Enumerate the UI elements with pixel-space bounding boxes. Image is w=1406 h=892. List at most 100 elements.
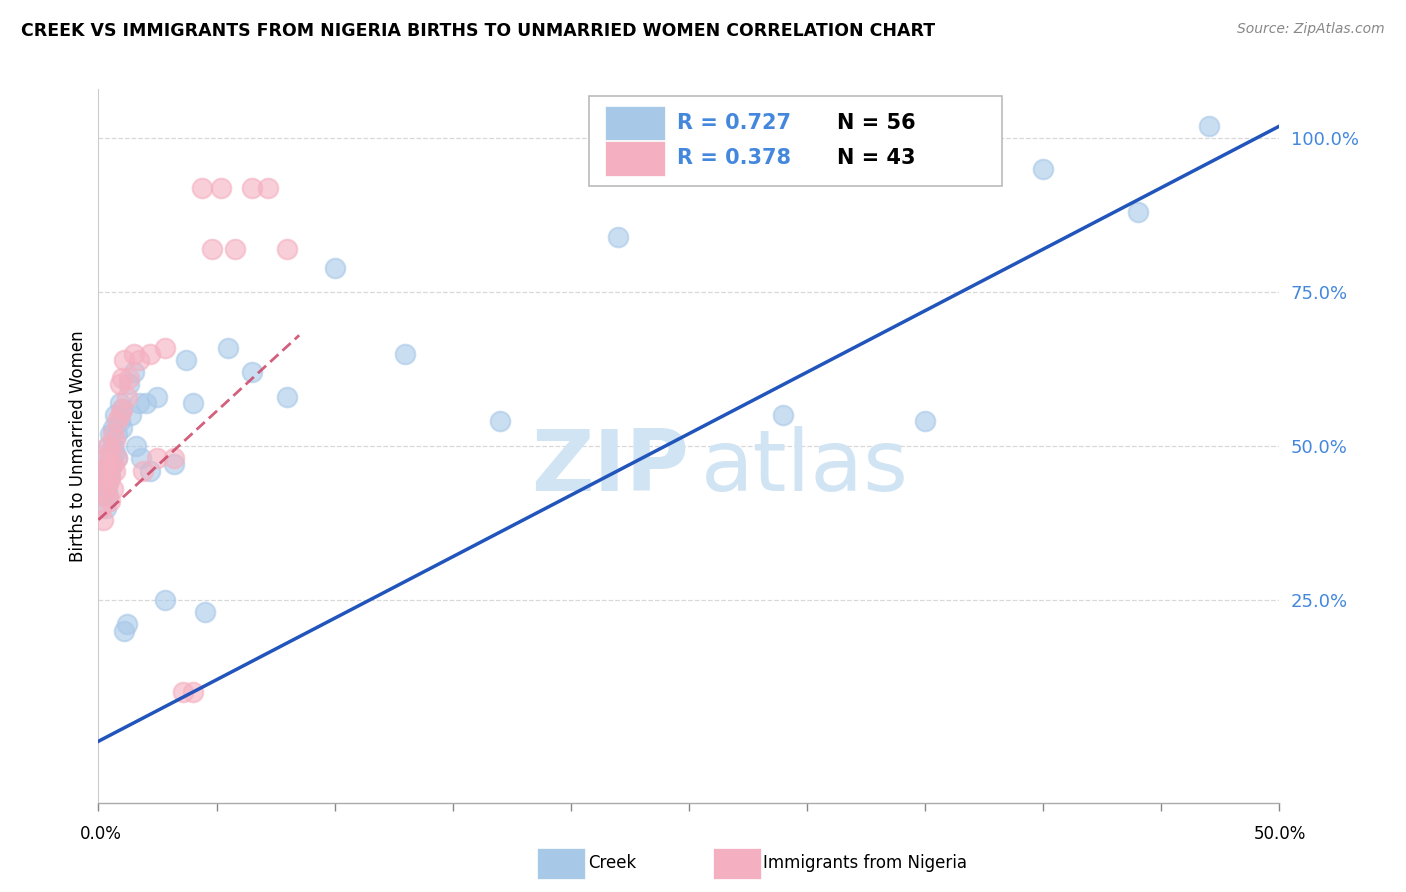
Point [112,624,135,638]
Point [101,439,124,453]
Point [146,451,169,466]
Point [94,451,117,466]
Point [91,464,114,478]
Point [128,396,150,410]
Point [101,458,124,472]
Point [914,414,936,428]
Point [153,592,176,607]
Point [139,464,162,478]
Point [91,482,114,496]
Point [105,414,128,428]
Point [94,488,117,502]
Point [146,390,169,404]
Y-axis label: Births to Unmarried Women: Births to Unmarried Women [69,330,87,562]
Point [276,390,298,404]
Point [90,469,112,483]
Point [108,396,131,410]
Point [217,341,239,355]
Point [1126,205,1149,219]
Point [276,242,298,256]
Point [128,352,150,367]
Point [101,420,124,434]
Point [118,371,141,385]
Text: N = 43: N = 43 [837,148,915,169]
Point [201,242,224,256]
Point [98,426,121,441]
Point [108,414,131,428]
Point [98,469,121,483]
Point [94,469,117,483]
Point [240,365,263,379]
Point [108,409,131,423]
Point [97,458,120,472]
Point [105,451,128,466]
Text: atlas: atlas [700,425,908,509]
Point [115,390,138,404]
Point [98,445,121,459]
Point [94,464,117,478]
Text: 50.0%: 50.0% [1253,825,1306,843]
Point [181,685,204,699]
Point [153,341,176,355]
Point [105,426,128,441]
Point [90,482,112,496]
Point [97,475,120,490]
Point [135,396,157,410]
Point [174,352,197,367]
Point [101,458,124,472]
Point [90,500,112,515]
Point [122,365,145,379]
Point [224,242,246,256]
Text: 0.0%: 0.0% [80,825,122,843]
FancyBboxPatch shape [605,141,665,176]
Point [101,482,124,496]
Point [122,347,145,361]
Point [112,352,135,367]
Point [191,180,214,194]
Point [111,371,134,385]
Point [97,475,120,490]
Point [257,180,280,194]
Text: R = 0.378: R = 0.378 [678,148,792,169]
Point [394,347,416,361]
Point [108,377,131,392]
Point [172,685,194,699]
Text: ZIP: ZIP [531,425,689,509]
Point [139,347,162,361]
Point [163,451,186,466]
Point [97,439,120,453]
Point [90,488,112,502]
Text: Source: ZipAtlas.com: Source: ZipAtlas.com [1237,22,1385,37]
Text: R = 0.727: R = 0.727 [678,112,792,133]
Point [163,458,186,472]
Point [115,617,138,632]
Point [607,230,630,244]
Point [98,469,121,483]
Point [94,482,117,496]
Point [323,260,346,275]
Point [209,180,232,194]
Point [111,402,134,417]
Point [1198,119,1220,133]
Point [104,433,127,447]
Point [94,451,117,466]
FancyBboxPatch shape [589,96,1002,186]
Point [97,458,120,472]
Point [98,451,121,466]
Point [104,445,127,459]
Text: Immigrants from Nigeria: Immigrants from Nigeria [763,854,967,871]
Point [111,420,134,434]
Point [104,464,127,478]
Point [94,500,117,515]
Point [97,439,120,453]
Point [97,488,120,502]
Point [125,439,148,453]
Point [101,426,124,441]
Point [105,451,128,466]
Point [121,409,143,423]
Point [772,409,794,423]
Point [98,464,121,478]
Point [489,414,512,428]
Point [98,494,121,508]
Point [132,464,155,478]
